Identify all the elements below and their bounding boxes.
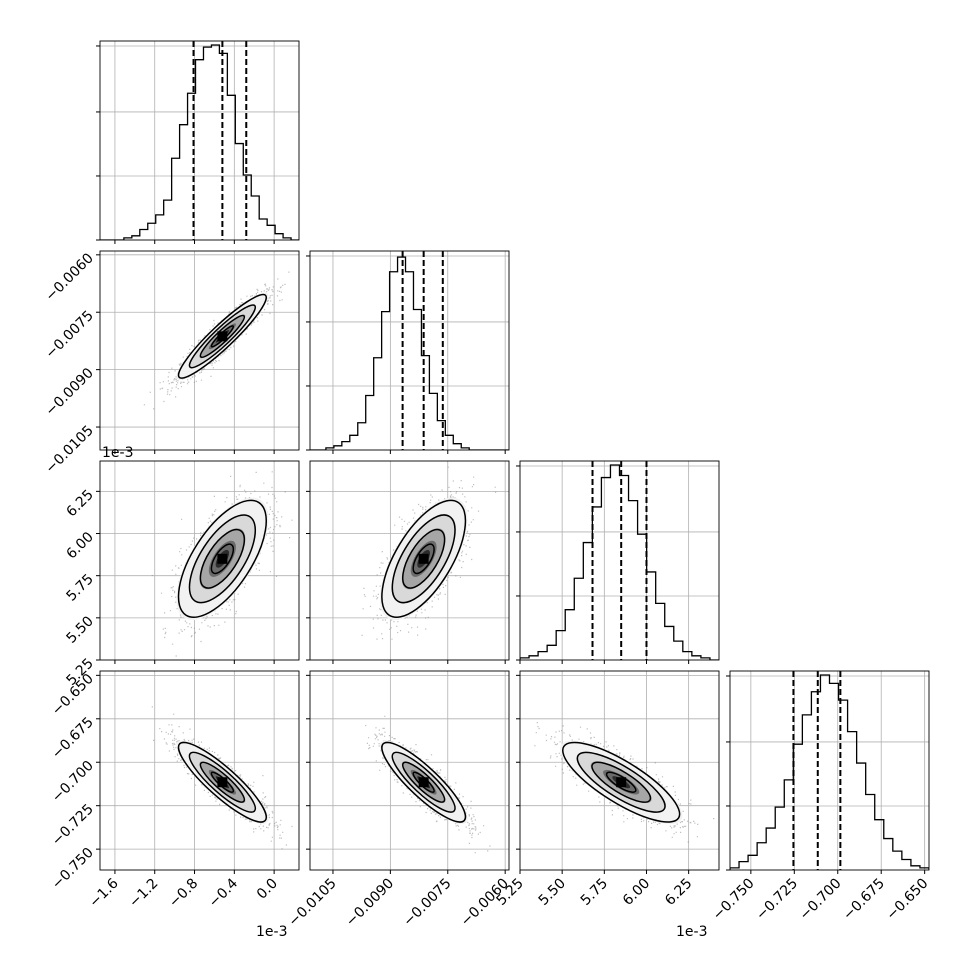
panel-contents xyxy=(310,671,509,870)
scatter-panel-2-1 xyxy=(309,460,510,661)
hist-panel-3 xyxy=(729,670,930,871)
hist-panel-1 xyxy=(309,250,510,451)
panel-frame xyxy=(99,460,300,661)
contour-line-1 xyxy=(199,528,246,589)
scatter-panel-3-1 xyxy=(309,670,510,871)
x-tick-label: −1.6 xyxy=(86,875,121,910)
panel-contents xyxy=(730,671,929,870)
x-tick-label: −0.650 xyxy=(884,876,932,924)
panel-frame xyxy=(729,670,930,871)
y-tick-label: −0.725 xyxy=(49,801,97,849)
x-tick-label: −1.2 xyxy=(126,876,161,911)
contour-line-0 xyxy=(210,543,235,575)
panel-contents xyxy=(100,251,299,450)
y-tick-label: −0.0075 xyxy=(43,308,97,362)
contour-line-3 xyxy=(381,499,467,618)
contour-line-2 xyxy=(391,751,456,813)
scatter-panel-3-0 xyxy=(99,670,300,871)
x-offset-label: 1e-3 xyxy=(256,924,287,940)
y-tick-label: 5.75 xyxy=(63,571,96,604)
x-tick-label: −0.0105 xyxy=(286,876,340,930)
y-offset-label: 1e-3 xyxy=(102,445,133,461)
contour-line-2 xyxy=(576,751,666,813)
panel-contents xyxy=(100,671,299,870)
panel-frame xyxy=(519,670,720,871)
x-tick-label: 6.00 xyxy=(620,876,653,909)
x-tick-label: −0.725 xyxy=(753,876,801,924)
scatter-panel-1-0 xyxy=(99,250,300,451)
contour-line-2 xyxy=(188,514,257,604)
contour-line-1 xyxy=(199,761,246,803)
density-peak xyxy=(418,777,429,788)
density-peak xyxy=(616,777,627,788)
contour-line-2 xyxy=(188,751,257,813)
density-peak xyxy=(217,777,228,788)
panel-frame xyxy=(99,40,300,241)
x-tick-label: −0.675 xyxy=(840,876,888,924)
x-tick-label: −0.0075 xyxy=(400,876,454,930)
y-tick-label: 5.50 xyxy=(63,613,96,646)
scatter-panel-3-2 xyxy=(519,670,720,871)
y-tick-label: −0.0105 xyxy=(43,423,97,477)
density-peak xyxy=(217,553,228,564)
y-tick-label: −0.0060 xyxy=(43,250,97,304)
panel-frame xyxy=(309,250,510,451)
x-tick-label: −0.0090 xyxy=(343,876,397,930)
histogram-step xyxy=(730,674,929,870)
hist-panel-2 xyxy=(519,460,720,661)
density-peak xyxy=(217,331,228,342)
histogram-step xyxy=(100,44,299,240)
contour-line-1 xyxy=(402,761,446,803)
panel-contents xyxy=(100,461,299,660)
y-tick-label: −0.700 xyxy=(49,758,97,806)
density-peak xyxy=(418,553,429,564)
hist-panel-0 xyxy=(99,40,300,241)
x-offset-label: 1e-3 xyxy=(676,924,707,940)
scatter-panel-2-0 xyxy=(99,460,300,661)
x-tick-label: 5.50 xyxy=(536,876,569,909)
y-tick-label: −0.750 xyxy=(49,845,97,893)
contour-line-3 xyxy=(562,741,681,823)
x-tick-label: −0.8 xyxy=(166,876,201,911)
contour-line-1 xyxy=(591,761,652,803)
y-tick-label: −0.0090 xyxy=(43,365,97,419)
contour-line-3 xyxy=(381,741,467,823)
x-tick-label: 0.0 xyxy=(254,876,281,903)
panel-frame xyxy=(309,670,510,871)
x-tick-label: 5.75 xyxy=(578,876,611,909)
y-tick-label: 6.25 xyxy=(63,487,96,520)
panel-contents xyxy=(520,461,719,660)
panel-frame xyxy=(519,460,720,661)
y-tick-label: 6.00 xyxy=(63,529,96,562)
contour-line-2 xyxy=(188,304,257,369)
histogram-step xyxy=(520,464,719,660)
x-tick-label: −0.4 xyxy=(206,875,241,910)
histogram-step xyxy=(310,256,509,450)
contour-line-3 xyxy=(177,741,268,823)
panel-frame xyxy=(309,460,510,661)
x-tick-label: −0.750 xyxy=(710,876,758,924)
x-tick-label: −0.700 xyxy=(797,876,845,924)
contour-line-0 xyxy=(412,543,435,575)
panel-contents xyxy=(310,251,509,450)
x-tick-label: 6.25 xyxy=(662,876,695,909)
contour-line-2 xyxy=(391,514,456,604)
contour-line-3 xyxy=(177,499,268,618)
panel-contents xyxy=(310,461,509,660)
y-tick-label: −0.675 xyxy=(49,714,97,762)
contour-line-3 xyxy=(177,293,268,379)
panel-contents xyxy=(100,41,299,240)
panel-frame xyxy=(99,670,300,871)
contour-line-1 xyxy=(402,528,446,589)
panel-frame xyxy=(99,250,300,451)
panel-contents xyxy=(520,671,719,870)
